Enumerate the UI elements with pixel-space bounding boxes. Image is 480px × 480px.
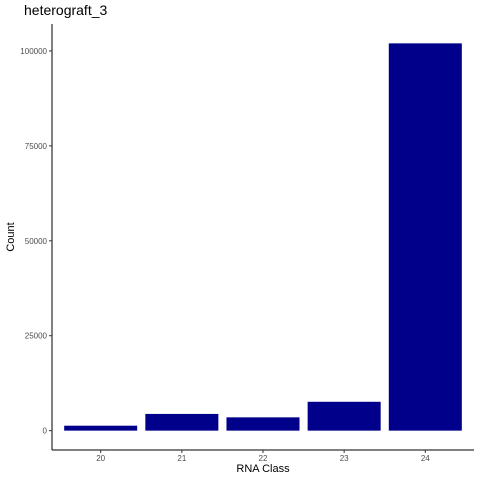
y-tick-label: 100000 xyxy=(20,47,47,56)
x-tick-label: 23 xyxy=(340,454,349,463)
y-tick-label: 50000 xyxy=(25,237,48,246)
bar-24 xyxy=(388,43,462,431)
y-axis-title: Count xyxy=(5,222,17,251)
bar-23 xyxy=(307,401,381,431)
bar-22 xyxy=(226,417,300,431)
chart-title: heterograft_3 xyxy=(24,2,108,18)
bar-20 xyxy=(64,425,138,431)
bar-21 xyxy=(145,413,219,431)
bars-group xyxy=(64,43,462,431)
x-tick-label: 20 xyxy=(96,454,105,463)
y-tick-label: 25000 xyxy=(25,332,48,341)
y-tick-label: 75000 xyxy=(25,142,48,151)
x-tick-label: 21 xyxy=(177,454,186,463)
x-axis-ticks: 20 21 22 23 24 xyxy=(96,450,430,463)
y-tick-label: 0 xyxy=(43,427,48,436)
y-axis-ticks: 0 25000 50000 75000 100000 xyxy=(20,47,52,436)
x-tick-label: 22 xyxy=(259,454,268,463)
x-axis-title: RNA Class xyxy=(236,463,290,475)
x-tick-label: 24 xyxy=(421,454,430,463)
